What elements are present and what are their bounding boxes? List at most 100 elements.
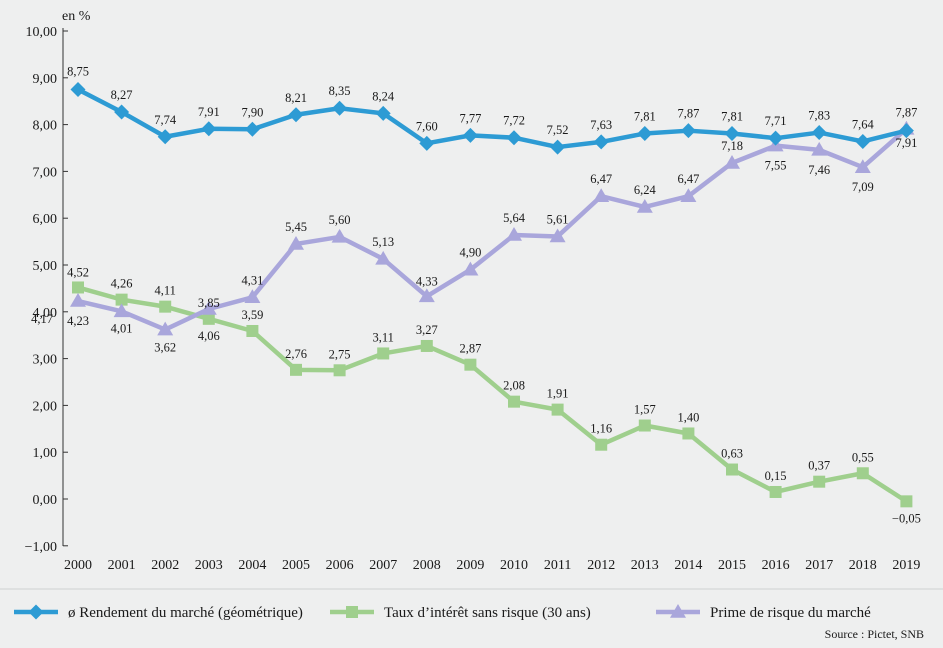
data-point [811,125,827,141]
legend-swatch-marker [670,604,686,618]
data-label: 4,11 [154,284,175,298]
data-point [333,364,346,377]
data-point [550,139,566,155]
data-point [768,130,784,146]
x-tick-label: 2006 [326,558,354,573]
data-label: 1,57 [634,403,656,417]
data-label: 3,62 [154,341,176,355]
y-tick-label: 1,00 [33,446,58,461]
data-label: 1,16 [590,422,612,436]
data-point [288,235,304,250]
x-axis-ticks: 2000 2001 2002 2003 2004 2005 2006 2007 2008 2009… [64,558,920,573]
data-point [332,100,348,116]
data-point [157,321,174,336]
series-taux [72,281,913,508]
data-label: 8,75 [67,65,89,79]
data-point [680,123,696,139]
data-label: 8,21 [285,91,307,105]
data-label: 3,85 [198,296,220,310]
x-tick-label: 2017 [805,558,833,573]
x-tick-label: 2013 [631,558,659,573]
data-label: 7,90 [241,105,263,119]
y-axis-ticks: −1,00 0,00 1,00 2,00 3,00 4,00 5,00 6,00 7,00 8,0… [25,25,68,555]
legend-swatch-marker [28,604,44,620]
data-label: 7,81 [721,109,743,123]
data-point [595,438,608,451]
x-tick-label: 2004 [238,558,266,573]
y-tick-label: 8,00 [33,119,58,134]
data-label: 2,76 [285,347,307,361]
data-point [246,324,259,337]
data-label: 4,26 [111,277,133,291]
data-point [70,82,86,97]
data-label: 7,60 [416,119,438,133]
data-label: 0,15 [765,469,787,483]
data-label: 7,18 [721,139,743,153]
data-point [290,363,302,376]
data-point [114,104,130,120]
data-label: 7,52 [547,123,569,137]
data-point [377,347,390,360]
data-label: 2,08 [503,379,525,393]
legend-item-prime: Prime de risque du marché [656,604,871,621]
data-label: 1,91 [547,387,569,401]
data-label: 7,63 [590,118,612,132]
x-tick-label: 2014 [674,558,702,573]
data-label: 7,74 [154,113,177,127]
legend-swatch-marker [346,606,358,618]
data-point [769,485,782,498]
data-label: 7,87 [677,107,699,121]
data-label: 4,52 [67,265,89,279]
y-tick-label: 7,00 [33,165,58,180]
x-tick-label: 2002 [151,558,179,573]
series-line [77,127,908,332]
data-label: 7,91 [895,136,917,150]
data-point [724,125,740,141]
data-label: 1,40 [677,410,699,424]
x-tick-label: 2015 [718,558,746,573]
annotation-label: 4,17 [31,312,53,326]
x-tick-label: 2008 [413,558,441,573]
series-line [77,285,908,504]
data-point [418,288,435,303]
data-point [855,133,871,149]
data-point [854,159,871,173]
y-axis-unit-label: en % [62,9,91,24]
data-point [811,141,828,156]
data-point [462,127,478,143]
data-label: 5,64 [503,211,526,225]
x-tick-label: 2005 [282,558,310,573]
data-label: 7,64 [852,117,875,131]
data-label: 5,60 [329,213,351,227]
data-label: 6,47 [590,172,612,186]
y-tick-label: 6,00 [33,212,58,227]
data-label: 0,55 [852,450,874,464]
data-label: 7,72 [503,114,525,128]
data-label: 6,47 [677,172,699,186]
data-point [202,312,215,325]
data-label: 0,63 [721,447,743,461]
source-note: Source : Pictet, SNB [825,627,924,641]
data-label: 2,75 [329,347,351,361]
legend: ø Rendement du marché (géométrique) Taux … [14,604,871,621]
data-label: 4,06 [198,329,220,343]
data-point [115,293,128,306]
data-point [813,475,826,488]
x-tick-label: 2010 [500,558,528,573]
data-point [72,281,84,294]
data-point [900,495,913,508]
data-point [506,130,522,146]
data-point [724,154,740,169]
data-label: 4,31 [241,273,263,287]
data-label: 7,81 [634,109,656,123]
x-tick-label: 2003 [195,558,223,573]
data-point [375,105,391,121]
y-tick-label: 2,00 [33,399,58,414]
data-label: 7,91 [198,105,220,119]
data-label: 7,83 [808,109,830,123]
data-label: 7,09 [852,180,874,194]
data-label: 7,71 [765,114,787,128]
data-label: 7,55 [765,159,787,173]
data-point [420,339,433,352]
